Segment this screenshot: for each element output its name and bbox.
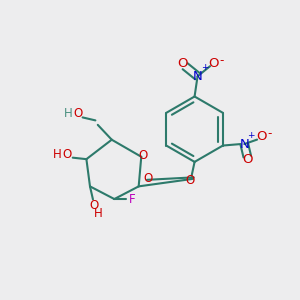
Text: -: -	[220, 54, 224, 67]
Text: -: -	[268, 127, 272, 140]
Text: O: O	[242, 153, 253, 166]
Text: H: H	[53, 148, 62, 160]
Text: O: O	[90, 199, 99, 212]
Text: O: O	[208, 57, 218, 70]
Text: +: +	[201, 64, 209, 73]
Text: N: N	[193, 70, 202, 83]
Text: H: H	[94, 207, 102, 220]
Text: O: O	[144, 172, 153, 184]
Text: O: O	[256, 130, 267, 143]
Text: O: O	[138, 149, 147, 162]
Text: N: N	[239, 138, 249, 151]
Text: O: O	[74, 107, 83, 120]
Text: O: O	[62, 148, 71, 160]
Text: +: +	[247, 131, 255, 140]
Text: O: O	[185, 174, 195, 187]
Text: H: H	[64, 107, 73, 120]
Text: F: F	[129, 193, 136, 206]
Text: O: O	[177, 57, 187, 70]
